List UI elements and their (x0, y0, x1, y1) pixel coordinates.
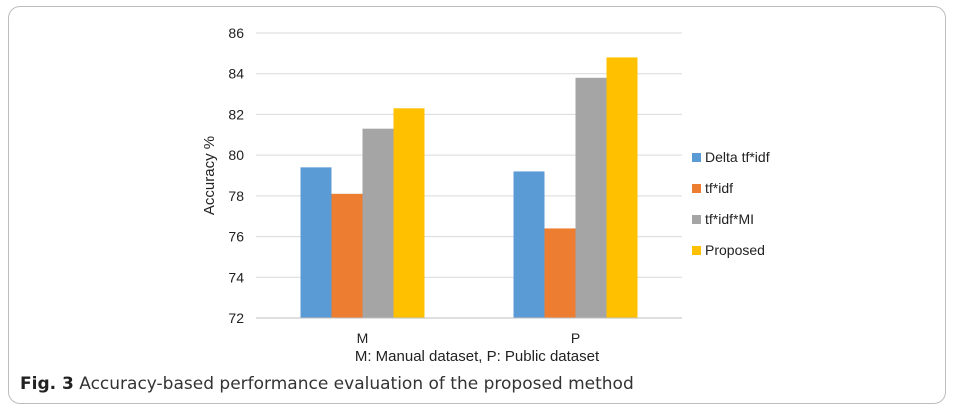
legend-swatch (692, 184, 701, 193)
x-tick-label: P (571, 330, 580, 346)
bar-tf-idf-m (331, 193, 363, 318)
figure-number: Fig. 3 (20, 374, 74, 394)
bar-delta-tf-idf-p (513, 171, 545, 318)
bar-delta-tf-idf-m (300, 167, 332, 318)
bar-tf-idf-mi-p (575, 77, 607, 319)
bar-proposed-m (393, 108, 425, 318)
y-axis-label: Accuracy % (201, 136, 218, 215)
figure-caption: Fig. 3 Accuracy-based performance evalua… (20, 374, 634, 394)
legend-label: Delta tf*idf (705, 149, 770, 165)
y-tick-label: 80 (228, 147, 244, 163)
legend: Delta tf*idf tf*idf tf*idf*MI Proposed (692, 149, 770, 258)
y-tick-label: 84 (228, 66, 244, 82)
figure-frame (8, 6, 946, 404)
x-tick-label: M (357, 330, 369, 346)
legend-swatch (692, 246, 701, 255)
bar-tf-idf-mi-m (362, 128, 394, 318)
y-tick-label: 72 (228, 310, 244, 326)
x-axis-label: M: Manual dataset, P: Public dataset (355, 348, 600, 365)
y-tick-label: 76 (228, 229, 244, 245)
legend-swatch (692, 153, 701, 162)
y-axis-ticks: 72 74 76 78 80 82 84 86 (228, 25, 244, 326)
y-tick-label: 78 (228, 188, 244, 204)
legend-label: tf*idf*MI (705, 211, 754, 227)
y-tick-label: 86 (228, 25, 244, 41)
legend-swatch (692, 215, 701, 224)
legend-label: Proposed (705, 242, 765, 258)
y-tick-label: 82 (228, 106, 244, 122)
caption-text: Accuracy-based performance evaluation of… (79, 374, 634, 394)
y-tick-label: 74 (228, 269, 244, 285)
bars (300, 57, 638, 319)
bar-proposed-p (606, 57, 638, 319)
legend-label: tf*idf (705, 180, 733, 196)
bar-tf-idf-p (544, 228, 576, 318)
